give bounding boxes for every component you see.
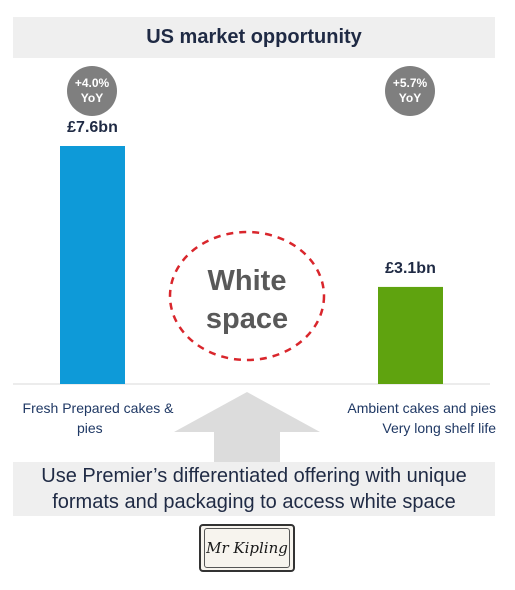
white-space-line-1: White: [207, 265, 287, 297]
yoy-badge-value: +5.7%: [392, 76, 428, 90]
white-space-line-2: space: [205, 303, 289, 335]
category-label-line: Very long shelf life: [382, 420, 496, 436]
bar-ambient: [378, 286, 443, 384]
up-arrow-icon: [174, 392, 320, 462]
white-space-label: White space: [170, 262, 324, 338]
category-label-line: Ambient cakes and pies: [347, 400, 496, 416]
mr-kipling-logo-text: Mr Kipling: [204, 528, 290, 568]
bar-value-label-fresh: £7.6bn: [67, 119, 118, 136]
strategy-callout-line-2: formats and packaging to access white sp…: [52, 491, 456, 513]
category-label-line: Fresh Prepared cakes &: [22, 400, 174, 416]
mr-kipling-logo: Mr Kipling: [199, 524, 295, 572]
strategy-callout: Use Premier’s differentiated offering wi…: [13, 462, 495, 516]
chart-title: US market opportunity: [13, 17, 495, 58]
yoy-badge-value: +4.0%: [74, 76, 110, 90]
yoy-badge-fresh: +4.0% YoY: [67, 66, 117, 116]
yoy-badge-unit: YoY: [398, 91, 422, 105]
strategy-callout-line-1: Use Premier’s differentiated offering wi…: [41, 465, 467, 487]
yoy-badge-unit: YoY: [80, 91, 104, 105]
category-label-ambient: Ambient cakes and pies Very long shelf l…: [326, 398, 496, 438]
category-label-fresh: Fresh Prepared cakes & pies: [13, 398, 183, 438]
yoy-badge-ambient: +5.7% YoY: [385, 66, 435, 116]
bar-value-label-ambient: £3.1bn: [385, 259, 436, 277]
category-label-line: pies: [77, 420, 103, 436]
bar-fresh-prepared: [60, 146, 125, 384]
white-space-circle: [168, 230, 326, 362]
